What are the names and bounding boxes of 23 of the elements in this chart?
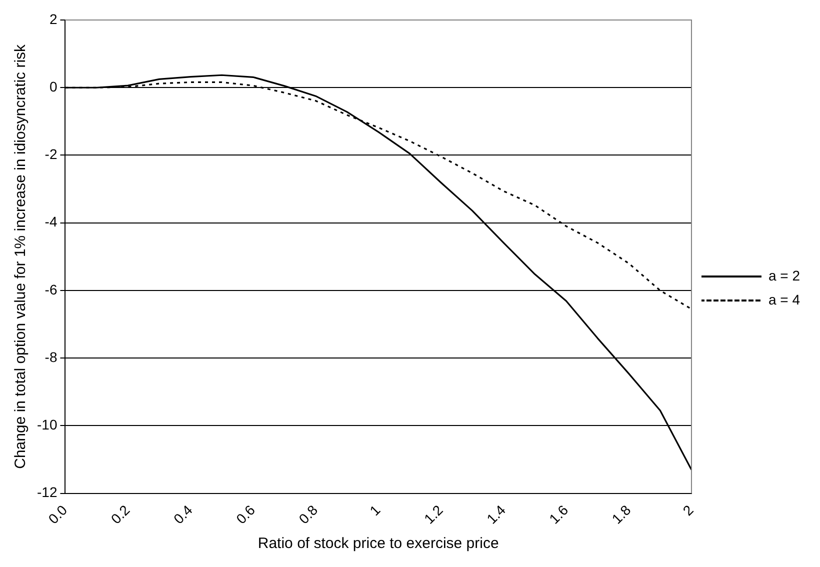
x-tick-label: 1.6 bbox=[546, 502, 572, 527]
x-tick-label: 0.4 bbox=[170, 502, 196, 527]
x-tick-label: 1.2 bbox=[420, 502, 446, 527]
y-tick-label: -2 bbox=[44, 146, 58, 162]
legend-label: a = 4 bbox=[768, 291, 800, 308]
x-axis-title: Ratio of stock price to exercise price bbox=[258, 535, 499, 552]
y-tick-label: -6 bbox=[44, 281, 58, 298]
x-tick-label: 0.0 bbox=[45, 502, 70, 527]
x-tick-label: 0.6 bbox=[232, 502, 258, 527]
y-tick-label: 2 bbox=[49, 10, 58, 27]
y-tick-label: -10 bbox=[37, 416, 58, 433]
legend-label: a = 2 bbox=[768, 267, 800, 284]
x-tick-label: 1.8 bbox=[608, 502, 634, 527]
y-tick-label: -8 bbox=[44, 348, 58, 365]
x-tick-label: 0.2 bbox=[108, 502, 133, 527]
y-tick-label: 0 bbox=[49, 78, 58, 94]
x-tick-label: 0.8 bbox=[296, 502, 321, 527]
y-axis-title: Change in total option value for 1% increase in idiosyncratic risk bbox=[12, 44, 30, 469]
y-tick-label: -12 bbox=[37, 484, 58, 500]
y-tick-label: -4 bbox=[44, 214, 58, 230]
x-tick-label: 1.4 bbox=[483, 502, 509, 527]
x-tick-label: 2 bbox=[679, 502, 696, 519]
x-tick-label: 1 bbox=[366, 502, 384, 519]
